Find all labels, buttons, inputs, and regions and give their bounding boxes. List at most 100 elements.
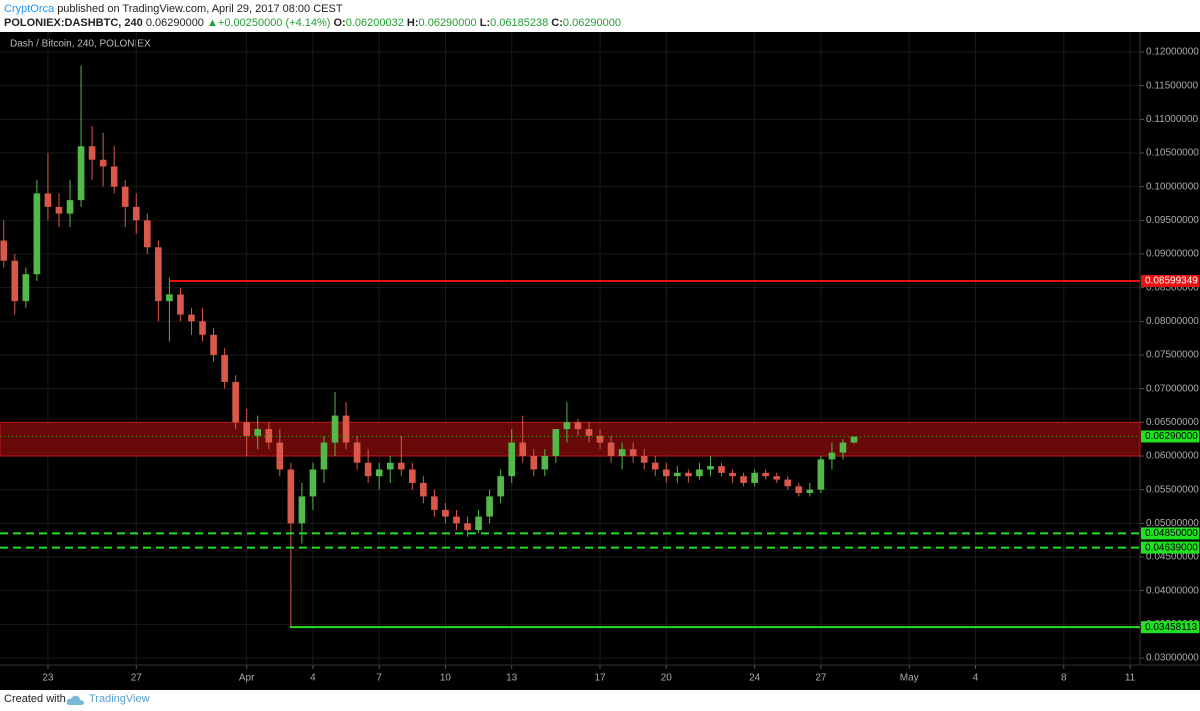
y-tick-label: 0.08000000 <box>1146 316 1199 327</box>
candle-body <box>552 429 560 456</box>
y-tick-label: 0.06500000 <box>1146 417 1199 428</box>
price-tag-label: 0.06290000 <box>1145 431 1198 442</box>
candle-body <box>11 260 19 302</box>
candle-body <box>817 459 825 490</box>
candle-body <box>795 486 803 494</box>
candle-body <box>629 449 637 456</box>
x-tick-label: 4 <box>310 673 316 684</box>
x-tick-label: 10 <box>440 673 452 684</box>
candle-body <box>132 206 140 221</box>
ohlc-value: 0.06290000 <box>562 17 622 29</box>
candle-body <box>121 186 129 207</box>
candle-body <box>420 482 427 497</box>
candle-body <box>596 435 604 443</box>
candle-body <box>409 469 416 483</box>
candle-body <box>210 334 217 355</box>
y-tick-label: 0.06000000 <box>1146 451 1199 462</box>
candle-body <box>0 240 8 261</box>
price-tag-label: 0.04850000 <box>1145 528 1198 539</box>
candle-body <box>353 442 361 463</box>
price-tag <box>1141 541 1199 554</box>
y-tick-label: 0.11500000 <box>1146 80 1199 91</box>
brand[interactable]: TradingView <box>89 693 150 705</box>
candle-body <box>751 472 758 483</box>
candle-body <box>320 442 328 470</box>
candle-body <box>397 462 405 470</box>
candle-body <box>309 469 317 497</box>
candle-body <box>99 159 107 167</box>
y-tick-label: 0.04000000 <box>1146 585 1199 596</box>
candle-body <box>475 516 482 531</box>
candle-body <box>331 415 339 443</box>
price-tag <box>1141 430 1199 443</box>
x-tick-label: Apr <box>239 673 255 684</box>
candle-body <box>44 193 52 207</box>
candle-body <box>839 442 847 453</box>
price-tag <box>1141 621 1199 634</box>
candle-body <box>607 442 615 456</box>
candle-body <box>77 146 85 201</box>
logo <box>66 695 84 705</box>
candle-body <box>88 146 96 160</box>
candle-body <box>364 462 372 477</box>
candle-body <box>563 422 571 430</box>
price-tag <box>1141 527 1199 540</box>
publish-line: CryptOrca published on TradingView.com, … <box>4 3 343 15</box>
x-tick-label: 4 <box>973 673 979 684</box>
candle-body <box>232 381 239 423</box>
y-tick-label: 0.10500000 <box>1146 148 1199 159</box>
candle-body <box>718 466 725 473</box>
arrow: ▲ <box>207 17 218 29</box>
symbol: POLONIEX:DASHBTC, 240 <box>4 17 143 29</box>
candle-body <box>342 415 350 443</box>
candle-body <box>729 472 736 477</box>
candle-body <box>530 455 538 470</box>
candle-body <box>55 206 63 214</box>
x-tick-label: 17 <box>594 673 606 684</box>
candle-body <box>287 469 295 524</box>
candle-body <box>651 462 659 470</box>
candle-body <box>110 166 118 187</box>
candle-body <box>66 200 74 214</box>
ohlc-key: H: <box>406 17 419 29</box>
header: CryptOrca published on TradingView.com, … <box>0 0 1200 32</box>
candle-body <box>662 469 670 477</box>
candle-body <box>265 429 273 443</box>
candle-body <box>22 274 30 302</box>
candle-body <box>33 193 41 275</box>
x-tick-label: 8 <box>1061 673 1067 684</box>
y-tick-label: 0.07500000 <box>1146 350 1199 361</box>
candle-body <box>431 496 438 510</box>
x-tick-label: 24 <box>749 673 761 684</box>
candle-body <box>762 472 769 477</box>
candle-body <box>464 523 471 531</box>
price-tag-label: 0.03458113 <box>1145 622 1198 633</box>
x-tick-label: 11 <box>1125 673 1136 684</box>
candle-body <box>497 476 504 497</box>
ohlc-value: 0.06290000 <box>418 17 477 29</box>
x-tick-label: May <box>900 673 919 684</box>
candle-body <box>574 422 582 430</box>
x-tick-label: 20 <box>661 673 673 684</box>
candle-body <box>618 449 626 456</box>
ohlc-key: L: <box>479 17 491 29</box>
y-tick-label: 0.09500000 <box>1146 215 1199 226</box>
candle-body <box>508 442 516 477</box>
candle-body <box>685 472 692 477</box>
candle-body <box>386 462 394 470</box>
candle-body <box>298 496 306 524</box>
candle-body <box>806 489 814 494</box>
candle-body <box>740 476 747 483</box>
candle-body <box>674 472 681 477</box>
x-tick-label: 23 <box>42 673 54 684</box>
author[interactable]: CryptOrca <box>4 3 55 15</box>
candle-body <box>707 466 714 470</box>
candle-body <box>221 354 228 382</box>
candle-body <box>585 429 593 436</box>
y-tick-label: 0.03000000 <box>1146 653 1199 664</box>
candle-body <box>375 469 383 477</box>
price: 0.06290000 <box>145 17 204 29</box>
price-tag-label: 0.04639000 <box>1145 542 1198 553</box>
y-tick-label: 0.07000000 <box>1146 383 1199 394</box>
